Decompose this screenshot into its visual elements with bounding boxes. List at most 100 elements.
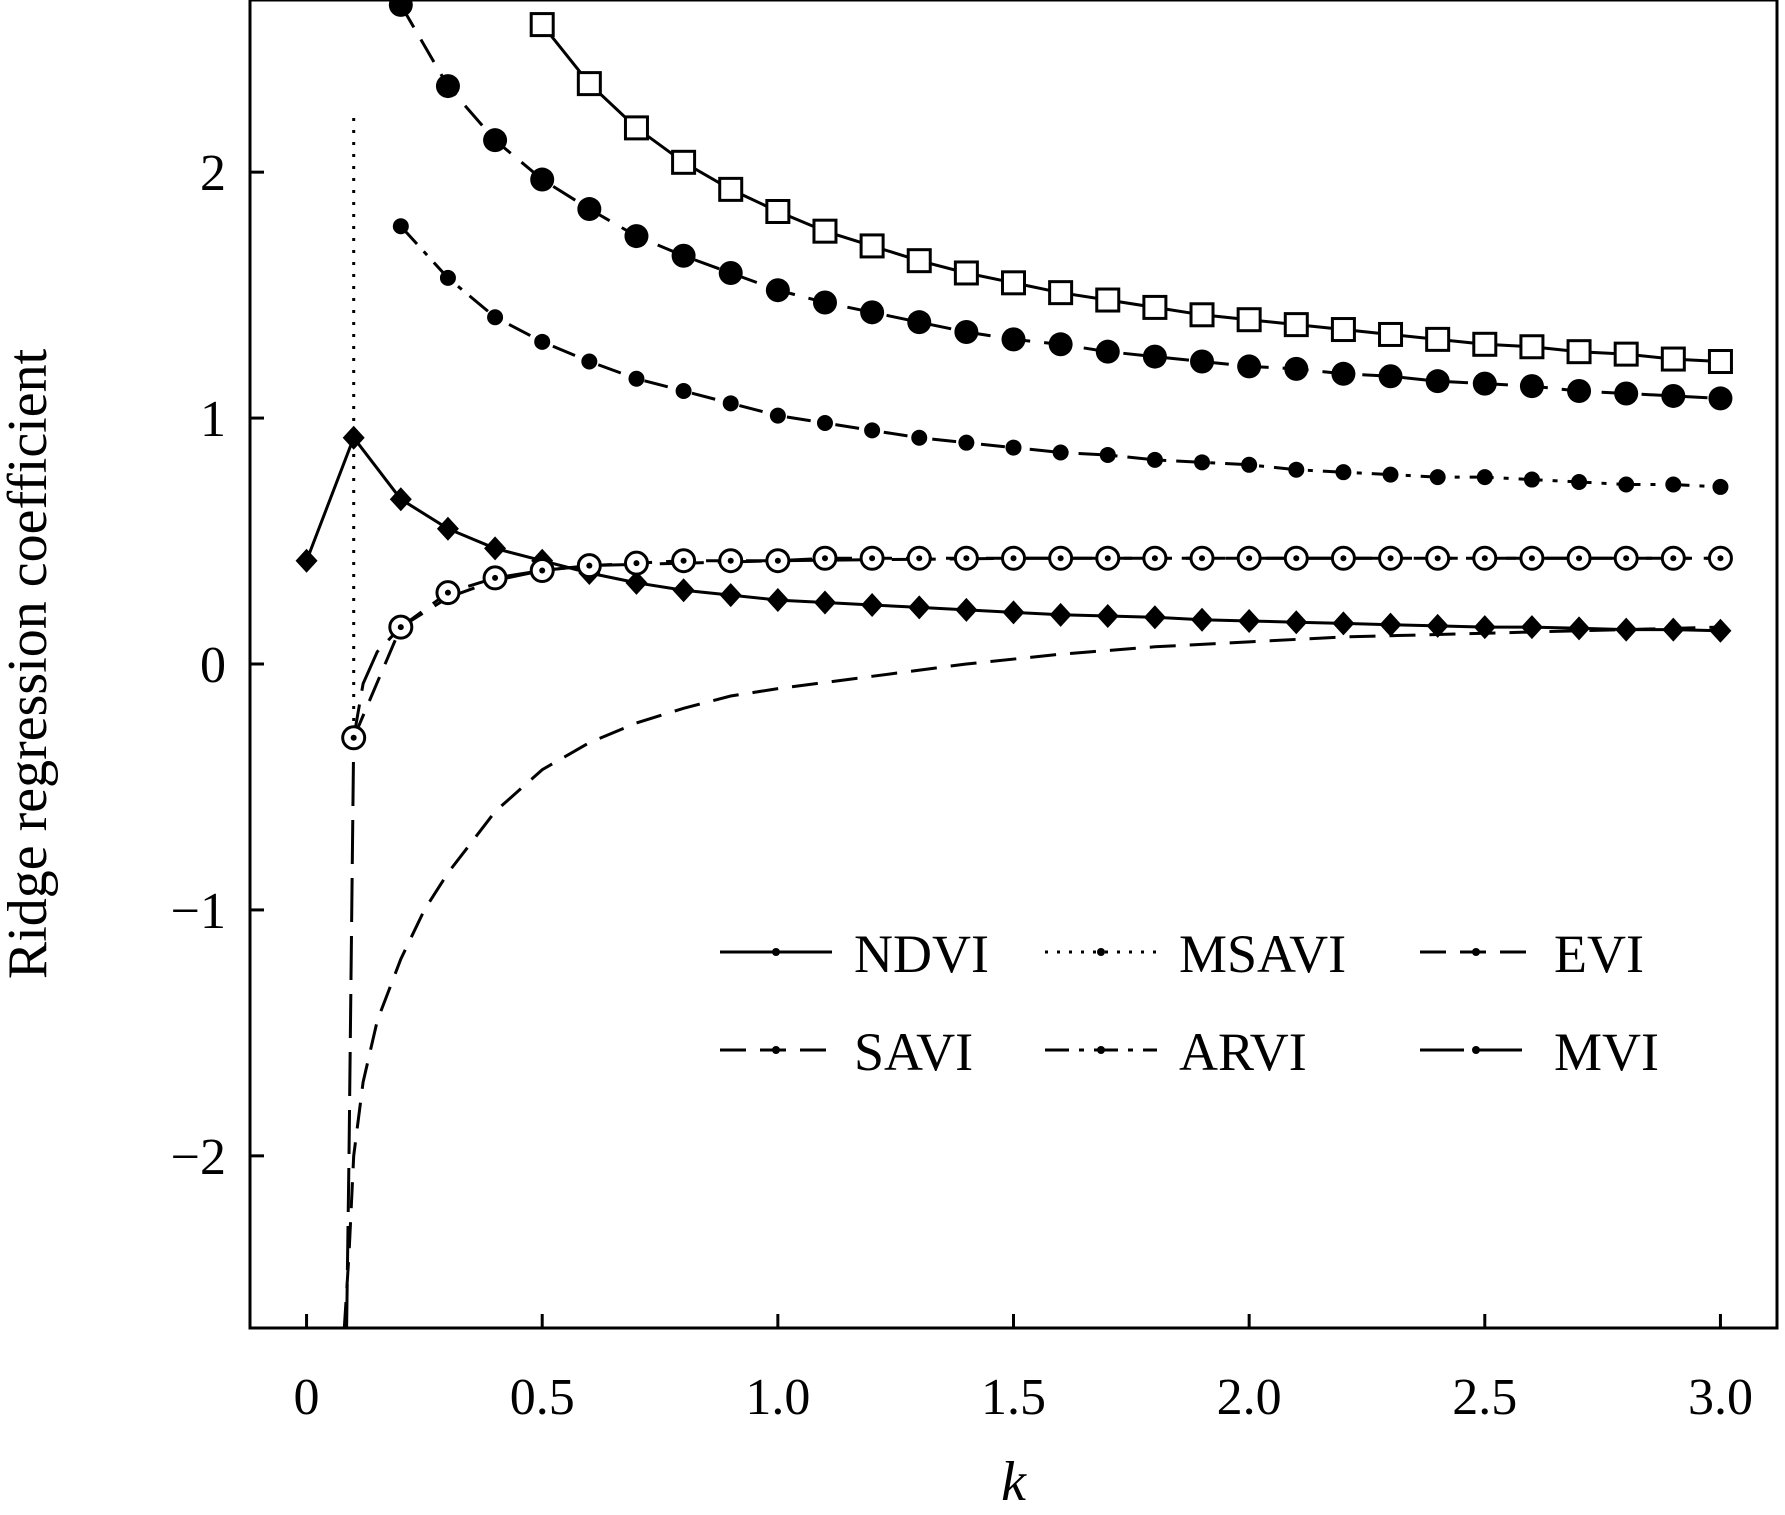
series-8-point (1095, 545, 1121, 571)
plot-area: 0 0.5 1.0 1.5 2.0 2.5 3.0 −2 −1 0 1 2 (171, 0, 1779, 1426)
evi-point (907, 310, 932, 335)
series-8-point (671, 548, 697, 574)
series-8-point (1425, 545, 1451, 571)
ndvi-point (1191, 607, 1214, 632)
series-7-point (529, 12, 555, 38)
series-8-point (1660, 545, 1686, 571)
series-7-point (1378, 321, 1404, 347)
mvi-line (345, 556, 1721, 1328)
evi-point (718, 260, 743, 285)
arvi-point (722, 395, 739, 412)
arvi-point (1052, 444, 1069, 461)
arvi-point (1146, 451, 1163, 468)
legend-label: NDVI (854, 924, 989, 984)
series-8-point (623, 550, 649, 576)
legend-swatch-dot (1472, 1046, 1480, 1054)
legend-label: ARVI (1179, 1022, 1307, 1082)
series-8-line (352, 556, 1721, 739)
series-8-point (1330, 545, 1356, 571)
arvi-point (1335, 464, 1352, 481)
evi-point (1614, 381, 1639, 406)
evi-point (1190, 349, 1215, 374)
evi-point (1095, 339, 1120, 364)
axis-ticks: 0 0.5 1.0 1.5 2.0 2.5 3.0 −2 −1 0 1 2 (171, 145, 1753, 1426)
legend-label: MVI (1554, 1022, 1659, 1082)
series-8-point (435, 580, 461, 606)
arvi-point (864, 422, 881, 439)
series-7-point (1330, 317, 1356, 343)
series-7-point (576, 71, 602, 97)
ndvi-point (672, 578, 695, 603)
evi-point (530, 167, 555, 192)
series-7-point (906, 248, 932, 274)
evi-point (624, 224, 649, 249)
arvi-point (1194, 454, 1211, 471)
evi-point (954, 320, 979, 344)
evi-point (1284, 356, 1309, 381)
ndvi-point (1238, 608, 1261, 633)
ndvi-point (295, 548, 318, 573)
series-markers (295, 0, 1733, 751)
series-8-point (765, 548, 791, 574)
evi-point (388, 0, 413, 17)
evi-point (483, 128, 508, 153)
arvi-point (628, 370, 645, 387)
ndvi-point (719, 583, 742, 608)
arvi-point (958, 434, 975, 451)
series-7-point (1189, 302, 1215, 328)
ndvi-point (861, 592, 884, 617)
ndvi-point (766, 588, 789, 613)
evi-point (1237, 354, 1262, 379)
series-8-point (1189, 545, 1215, 571)
arvi-point (1288, 461, 1305, 478)
series-7-point (1707, 349, 1733, 375)
ndvi-point (813, 590, 836, 615)
series-7-point (1142, 294, 1168, 320)
series-8-point (388, 614, 414, 640)
ndvi-point (955, 597, 978, 622)
series-8-point (1707, 545, 1733, 571)
series-7-point (1048, 280, 1074, 306)
legend-swatch-dot (1097, 1046, 1105, 1054)
series-8-point (1283, 545, 1309, 571)
legend-item-ndvi: NDVI (720, 924, 989, 984)
ndvi-point (1473, 615, 1496, 640)
series-7-point (1283, 312, 1309, 338)
legend: NDVI MSAVI EVI SAVI ARVI MVI (720, 924, 1659, 1082)
ndvi-point (625, 570, 648, 595)
series-8-point (1566, 545, 1592, 571)
series-7-point (812, 218, 838, 244)
arvi-point (1099, 446, 1116, 463)
series-8-point (953, 545, 979, 571)
evi-point (1567, 379, 1592, 404)
legend-swatch-dot (1472, 948, 1480, 956)
series-7-point (859, 233, 885, 259)
ndvi-point (1520, 615, 1543, 640)
series-8-point (482, 565, 508, 591)
series-7-point (671, 149, 697, 175)
arvi-point (1665, 476, 1682, 493)
evi-point (577, 197, 602, 222)
series-8-point (1472, 545, 1498, 571)
evi-point (1661, 383, 1686, 408)
arvi-point (1523, 471, 1540, 488)
ndvi-point (1049, 602, 1072, 627)
series-8-point (1236, 545, 1262, 571)
savi-line (342, 625, 1721, 1328)
series-8-point (341, 725, 367, 751)
series-8-point (906, 545, 932, 571)
series-8-point (859, 545, 885, 571)
evi-point (1331, 361, 1356, 386)
arvi-point (1571, 474, 1588, 491)
y-tick-label: −2 (171, 1129, 226, 1186)
series-7-point (1095, 287, 1121, 313)
evi-point (1519, 374, 1544, 399)
x-tick-label: 3.0 (1688, 1369, 1753, 1426)
y-tick-label: 2 (200, 145, 226, 202)
arvi-point (1429, 469, 1446, 486)
evi-point (765, 278, 790, 303)
series-7-point (1660, 346, 1686, 372)
evi-point (812, 290, 837, 315)
series-8-point (1613, 545, 1639, 571)
